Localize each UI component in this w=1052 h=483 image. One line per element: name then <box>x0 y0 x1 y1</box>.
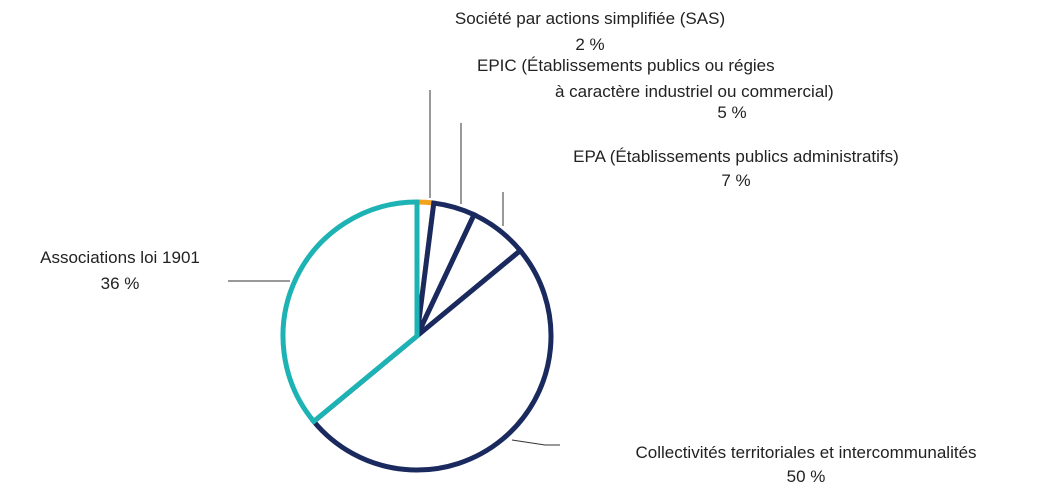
slice-label-line: à caractère industriel ou commercial) <box>555 82 834 101</box>
slice-label-line: Société par actions simplifiée (SAS) <box>455 9 725 28</box>
value-label: 50 % <box>787 467 826 483</box>
slice-label: EPIC (Établissements publics ou régies à … <box>477 56 834 101</box>
slice-label-line: EPA (Établissements publics administrati… <box>573 147 899 166</box>
value-label: 7 % <box>721 171 750 190</box>
leader-line <box>511 439 560 446</box>
value-label: 36 % <box>101 274 140 293</box>
value-label: 2 % <box>575 35 604 54</box>
slice-label: Collectivités territoriales et intercomm… <box>635 443 976 462</box>
pie-slice <box>280 199 420 425</box>
slice-label-line: Collectivités territoriales et intercomm… <box>635 443 976 462</box>
slice-label-line: EPIC (Établissements publics ou régies <box>477 56 775 75</box>
slice-label: Société par actions simplifiée (SAS) <box>455 9 725 28</box>
slice-label: EPA (Établissements publics administrati… <box>573 147 899 166</box>
slice-label: Associations loi 1901 <box>40 248 200 267</box>
pie-slice <box>310 247 554 473</box>
slice-label-line: Associations loi 1901 <box>40 248 200 267</box>
value-label: 5 % <box>717 103 746 122</box>
